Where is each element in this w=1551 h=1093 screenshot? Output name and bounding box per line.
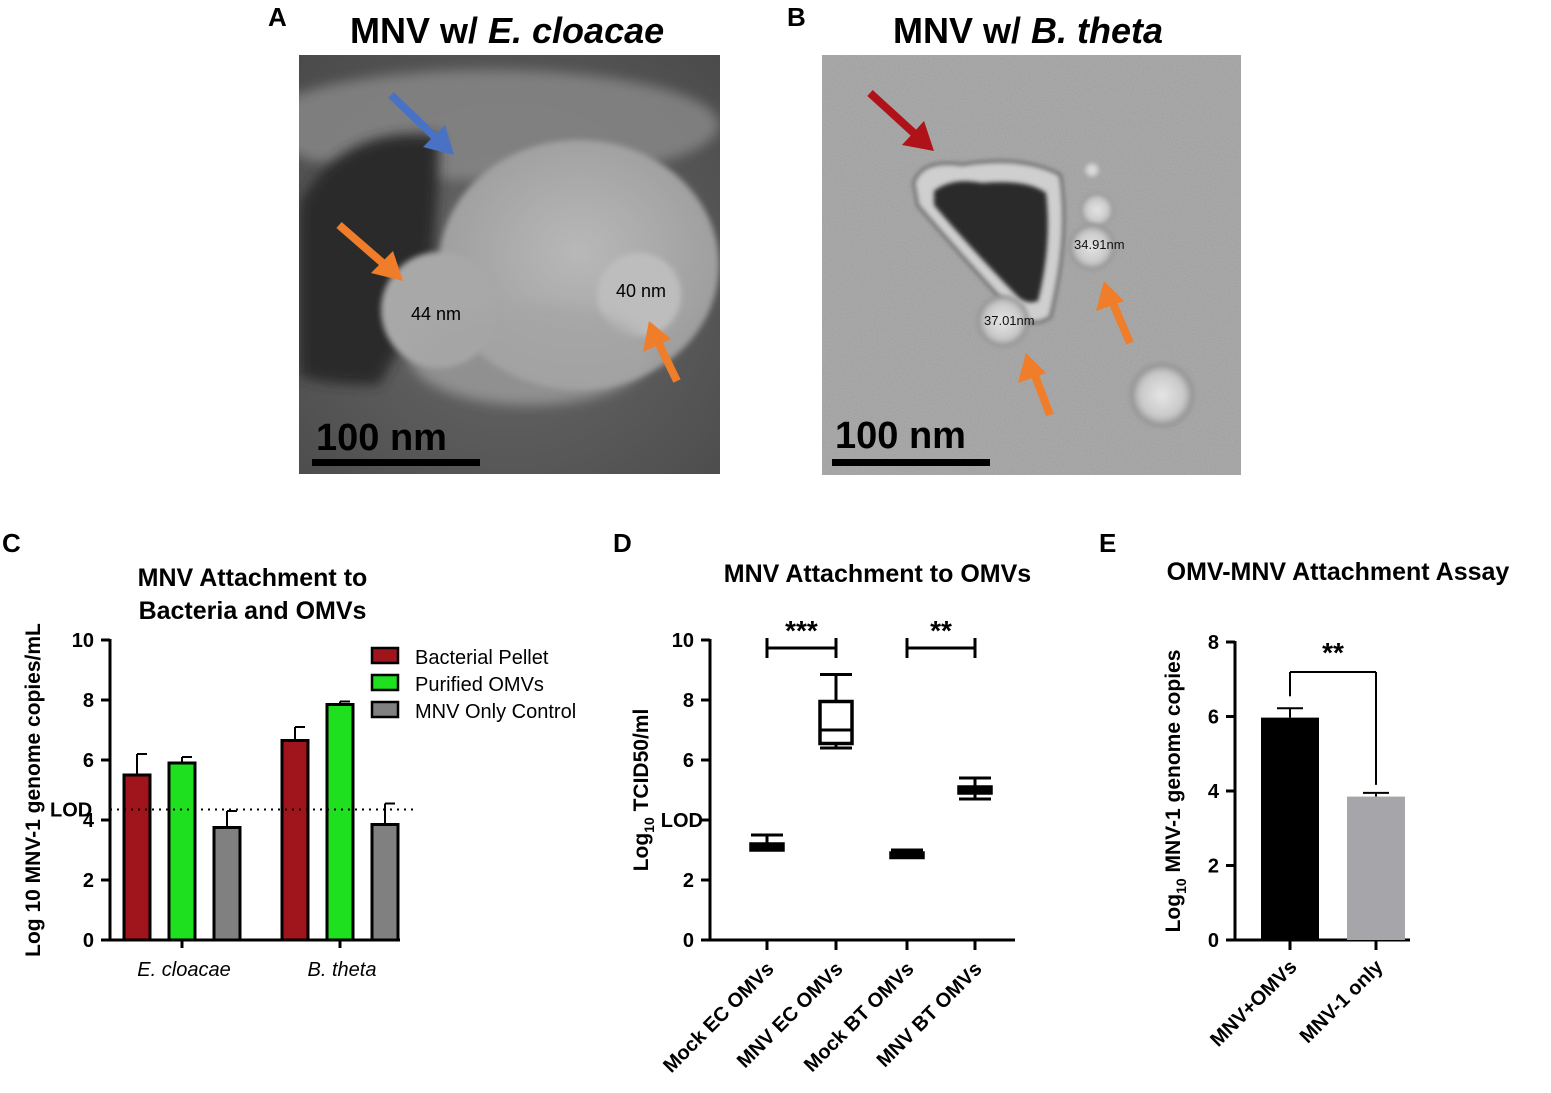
chart-d-title: MNV Attachment to OMVs [723,560,1032,588]
chart-c-title-line-1: MNV Attachment to [137,564,368,592]
y-tick-label-5: 10 [672,630,694,652]
y-axis-label: Log10 MNV-1 genome copies [1162,650,1189,933]
x-tick-label-0: MNV+OMVs [1206,956,1301,1051]
small-vesicle [1080,193,1114,227]
virion-34nm [1069,224,1115,270]
panel-e-letter: E [1099,528,1117,558]
panel-c-letter: C [2,528,21,558]
x-tick-label-0: E. cloacae [137,959,230,981]
panel-a-micrograph: 44 nm 40 nm 100 nm [299,55,720,474]
lod-label: LOD [661,810,703,832]
chart-e-title: OMV-MNV Attachment Assay [1166,558,1510,586]
virion-37nm [977,295,1029,347]
orange-arrow-right [643,321,681,383]
panel-b-micrograph-svg: 34.91nm 37.01nm 100 nm [822,55,1241,475]
y-tick-label-4: 8 [1208,632,1219,654]
tiny-vesicle [1083,161,1101,179]
chart-c-title: MNV Attachment to Bacteria and OMVs [80,562,425,628]
y-tick-label-0: 0 [1208,930,1219,952]
legend-swatch-0 [370,646,400,665]
y-axis-label: Log 10 MNV-1 genome copies/mL [22,623,45,957]
y-tick-label-1: 2 [683,870,694,892]
panel-b-title-species: B. theta [1031,10,1164,51]
panel-a-title: MNV w/ E. cloacae [350,10,664,52]
size-label-37-01nm: 37.01nm [984,313,1035,328]
blue-arrow [388,92,454,155]
panel-a-title-species: E. cloacae [488,10,665,51]
y-tick-label-3: 6 [683,750,694,772]
panel-a-title-prefix: MNV w/ [350,10,489,51]
y-tick-label-0: 0 [83,930,94,952]
size-label-34-91nm: 34.91nm [1074,237,1125,252]
legend-label-0: Bacterial Pellet [415,647,549,669]
legend-swatch-2 [370,700,400,719]
scale-bar [832,459,990,466]
bar-0 [1261,717,1319,940]
box-1 [818,699,854,746]
y-tick-label-1: 2 [83,870,94,892]
lod-label: LOD [50,800,92,822]
lower-haze [409,305,649,405]
chart-c: 0 2 4 6 8 10 Log 10 MNV-1 genome copies/mL E. c… [22,623,576,981]
significance-label: ** [1322,637,1344,668]
red-arrow [867,90,934,151]
bar-1 [1347,796,1405,940]
legend-label-2: MNV Only Control [415,701,576,723]
y-tick-label-5: 10 [72,630,94,652]
orange-arrow-upper [1096,281,1134,345]
free-particle [1130,363,1194,427]
panel-a-letter: A [268,2,287,32]
significance-label-0: *** [785,615,818,646]
panel-b-letter: B [787,2,806,32]
omv-interior [934,181,1048,303]
scale-bar [312,459,480,466]
panel-b-title: MNV w/ B. theta [893,10,1163,52]
y-tick-label-3: 6 [83,750,94,772]
scale-bar-label: 100 nm [316,417,447,459]
virion-right [597,253,681,337]
y-tick-label-4: 8 [83,690,94,712]
y-axis-label: Log10 TCID50/ml [630,709,657,872]
orange-arrow-lower [1018,353,1054,417]
y-tick-label-4: 8 [683,690,694,712]
orange-arrow-left [336,221,403,281]
panel-d-letter: D [613,528,632,558]
panel-b-title-prefix: MNV w/ [893,10,1032,51]
x-tick-label-1: B. theta [308,959,377,981]
chart-e: 0 2 4 6 8 Log10 MNV-1 genome copies MNV+OMVsMN… [1162,632,1410,1051]
significance-label-1: ** [930,615,952,646]
legend-swatch-1 [370,673,400,692]
panel-b-micrograph: 34.91nm 37.01nm 100 nm [822,55,1241,475]
bar-2-1 [370,823,400,942]
legend-label-1: Purified OMVs [415,674,544,696]
size-label-40nm: 40 nm [616,281,666,301]
y-tick-label-1: 2 [1208,856,1219,878]
y-tick-label-3: 6 [1208,707,1219,729]
y-tick-label-2: 4 [1208,781,1220,803]
panel-a-micrograph-svg: 44 nm 40 nm 100 nm [299,55,720,474]
y-tick-label-0: 0 [683,930,694,952]
y-tick-label-2: 4 [83,810,95,832]
bar-0-1 [280,739,310,942]
size-label-44nm: 44 nm [411,304,461,324]
x-tick-label-1: MNV-1 only [1296,955,1388,1047]
bar-1-1 [325,703,355,942]
chart-c-title-line-2: Bacteria and OMVs [138,597,367,625]
bar-2-0 [212,826,242,942]
bar-0-0 [122,773,152,942]
bar-1-0 [167,761,197,942]
scale-bar-label: 100 nm [835,415,966,457]
